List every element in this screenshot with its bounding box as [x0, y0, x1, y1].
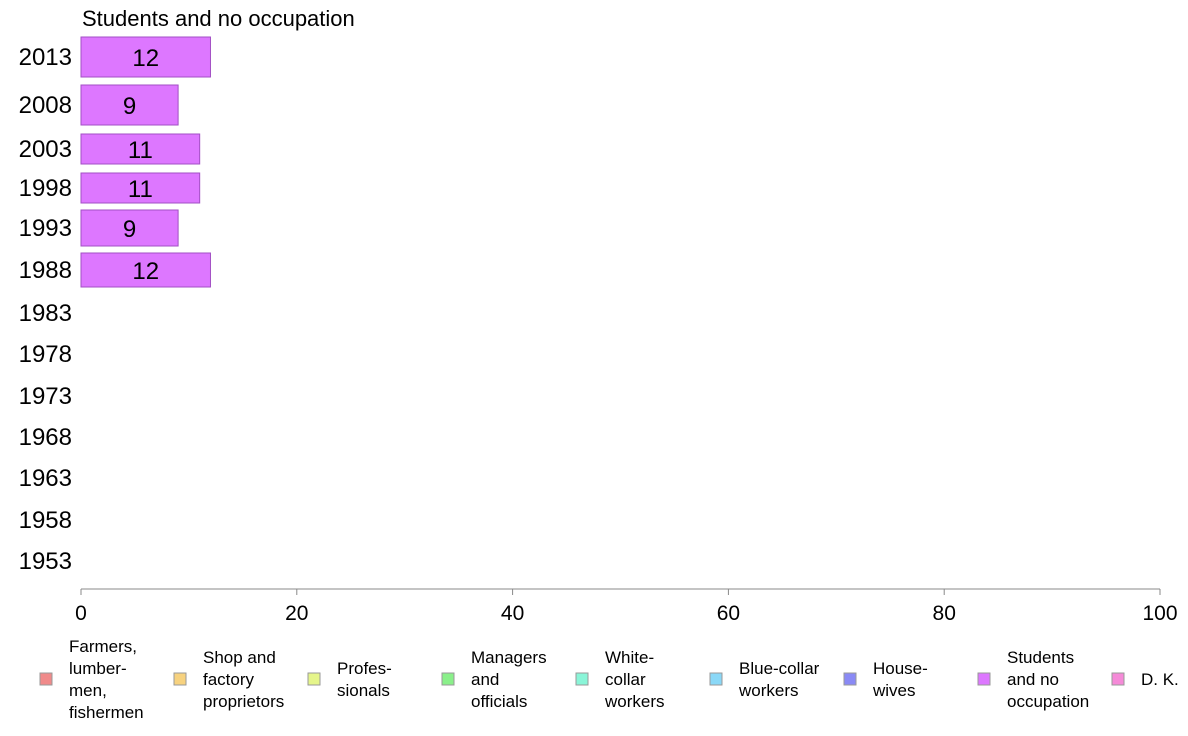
y-tick-label: 2008 — [19, 92, 72, 119]
legend-label: factory — [203, 670, 255, 689]
legend-swatch — [307, 672, 321, 686]
legend-label: proprietors — [203, 692, 284, 711]
bar-labels: 12 9 11 11 9 12 — [123, 45, 159, 285]
legend-swatch — [709, 672, 723, 686]
legend-label: lumber- — [69, 659, 127, 678]
legend-label: Blue-collar — [739, 659, 820, 678]
x-tick-label: 20 — [285, 602, 308, 625]
legend-label: occupation — [1007, 692, 1089, 711]
legend-swatch — [39, 672, 53, 686]
y-tick-label: 1978 — [19, 341, 72, 368]
legend-label: wives — [872, 681, 916, 700]
y-tick-label: 1953 — [19, 548, 72, 575]
legend-label: officials — [471, 692, 527, 711]
legend-swatch — [977, 672, 991, 686]
legend-item: D. K. — [1111, 670, 1179, 689]
y-tick-label: 1988 — [19, 257, 72, 284]
bar — [80, 133, 201, 165]
x-axis: 0 20 40 60 80 100 — [75, 588, 1178, 625]
y-tick-label: 1973 — [19, 383, 72, 410]
legend-swatch — [843, 672, 857, 686]
legend-label: men, — [69, 681, 107, 700]
y-tick-label: 1968 — [19, 424, 72, 451]
bar — [80, 252, 211, 288]
legend-label: D. K. — [1141, 670, 1179, 689]
legend-label: Managers — [471, 648, 547, 667]
bar-value-label: 11 — [128, 137, 153, 164]
legend-label: Profes- — [337, 659, 392, 678]
legend-label: Students — [1007, 648, 1074, 667]
legend-label: collar — [605, 670, 646, 689]
legend-item: Shop and factory proprietors — [173, 648, 284, 711]
x-tick-label: 0 — [75, 602, 87, 625]
legend-label: White- — [605, 648, 654, 667]
legend-label: Shop and — [203, 648, 276, 667]
y-tick-label: 1998 — [19, 175, 72, 202]
x-tick-label: 80 — [933, 602, 956, 625]
legend-item: Students and no occupation — [977, 648, 1089, 711]
legend-label: and — [471, 670, 499, 689]
legend-label: sionals — [337, 681, 390, 700]
y-tick-label: 1958 — [19, 507, 72, 534]
bar-value-label: 12 — [132, 45, 159, 72]
legend-item: Profes-sionals — [307, 659, 392, 700]
legend-item: Blue-collar workers — [709, 659, 820, 700]
bar-value-label: 9 — [123, 216, 136, 243]
bar — [80, 209, 179, 247]
chart-title: Students and no occupation — [82, 6, 355, 31]
legend: Farmers, lumber-men, fishermen Shop and fact… — [39, 637, 1179, 722]
bars — [80, 36, 211, 288]
x-tick-label: 60 — [717, 602, 740, 625]
legend-label: and no — [1007, 670, 1059, 689]
legend-label: workers — [604, 692, 665, 711]
y-tick-label: 1993 — [19, 215, 72, 242]
legend-item: Managers and officials — [441, 648, 547, 711]
bar — [80, 172, 201, 204]
y-tick-label: 1963 — [19, 465, 72, 492]
legend-label: fishermen — [69, 703, 144, 722]
legend-swatch — [1111, 672, 1125, 686]
bar — [80, 84, 179, 126]
legend-label: Farmers, — [69, 637, 137, 656]
legend-swatch — [173, 672, 187, 686]
x-tick-label: 100 — [1142, 602, 1177, 625]
y-tick-label: 2003 — [19, 136, 72, 163]
y-axis-labels: 2013 2008 2003 1998 1993 1988 1983 1978 1973 1968… — [19, 44, 72, 575]
legend-label: workers — [738, 681, 799, 700]
y-tick-label: 1983 — [19, 300, 72, 327]
y-tick-label: 2013 — [19, 44, 72, 71]
legend-label: House- — [873, 659, 928, 678]
legend-item: House-wives — [843, 659, 928, 700]
legend-item: Farmers, lumber-men, fishermen — [39, 637, 144, 722]
legend-swatch — [575, 672, 589, 686]
x-tick-label: 40 — [501, 602, 524, 625]
bar — [80, 36, 211, 78]
bar-value-label: 9 — [123, 93, 136, 120]
bar-value-label: 12 — [132, 258, 159, 285]
legend-swatch — [441, 672, 455, 686]
bar-value-label: 11 — [128, 176, 153, 203]
legend-item: White-collar workers — [575, 648, 665, 711]
